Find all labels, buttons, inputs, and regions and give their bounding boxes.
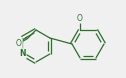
Text: N: N xyxy=(19,50,25,58)
Text: O: O xyxy=(16,39,22,48)
Text: O: O xyxy=(77,14,83,23)
